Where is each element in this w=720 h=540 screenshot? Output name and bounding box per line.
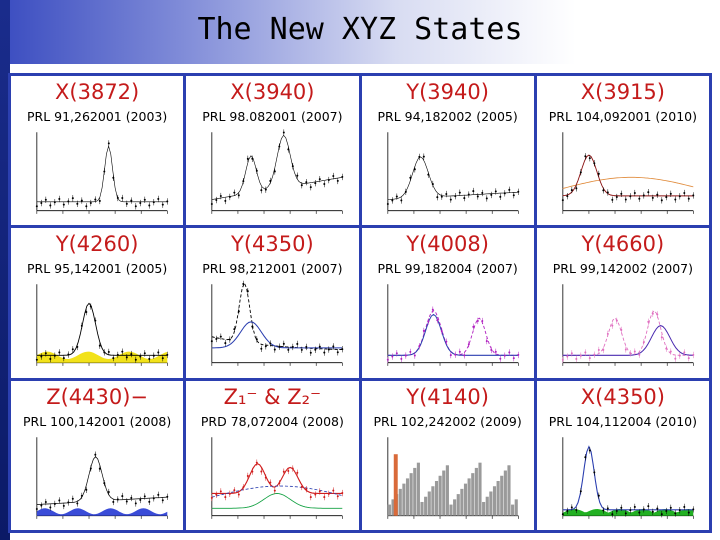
journal-reference: PRL 98.082001 (2007) [202, 109, 343, 124]
plot-thumbnail [561, 284, 695, 367]
journal-reference: PRL 99,142002 (2007) [552, 261, 694, 277]
state-panel: Z(4430)− PRL 100,142001 (2008) [11, 380, 184, 530]
plot-area [374, 433, 522, 526]
state-panel: Y(4008) PRL 99,182004 (2007) [361, 228, 534, 378]
journal-reference: PRL 99,182004 (2007) [377, 261, 518, 277]
plot-area [198, 433, 346, 526]
state-name: Y(3940) [406, 80, 489, 104]
plot-area [198, 280, 346, 373]
plot-thumbnail [386, 284, 519, 367]
plot-thumbnail [211, 129, 344, 214]
plot-thumbnail [561, 132, 695, 214]
plot-thumbnail [211, 436, 344, 519]
plot-area [23, 128, 171, 221]
plot-thumbnail [35, 284, 169, 367]
plot-area [374, 280, 522, 373]
plot-thumbnail [386, 132, 519, 214]
plot-area [549, 280, 697, 373]
state-name: Y(4350) [231, 232, 314, 257]
state-name: Y(4140) [406, 384, 489, 409]
journal-reference: PRL 95,142001 (2005) [26, 261, 168, 277]
journal-reference: PRL 100,142001 (2008) [23, 413, 172, 429]
header-band [0, 0, 720, 64]
plot-area [23, 280, 171, 373]
state-panel: Y(3940) PRL 94,182002 (2005) [361, 76, 534, 226]
state-panel: X(3940) PRL 98.082001 (2007) [186, 76, 359, 226]
plot-area [198, 128, 346, 221]
state-name: Z₁⁻ & Z₂⁻ [223, 384, 322, 409]
plot-thumbnail [211, 281, 344, 367]
plot-thumbnail [561, 436, 695, 519]
state-panel: Y(4660) PRL 99,142002 (2007) [536, 228, 709, 378]
plot-thumbnail [35, 132, 169, 214]
plot-area [374, 128, 522, 221]
state-name: X(3940) [230, 80, 315, 104]
state-name: X(3915) [580, 80, 665, 104]
state-name: X(3872) [55, 80, 140, 104]
journal-reference: PRL 98,212001 (2007) [202, 261, 343, 277]
journal-reference: PRL 104,112004 (2010) [548, 413, 697, 429]
journal-reference: PRL 104,092001 (2010) [548, 109, 697, 124]
plot-area [549, 433, 697, 526]
plot-area [549, 128, 697, 221]
state-panel: Z₁⁻ & Z₂⁻ PRD 78,072004 (2008) [186, 380, 359, 530]
state-name: X(4350) [580, 384, 665, 409]
state-name: Y(4260) [55, 232, 139, 257]
state-name: Y(4660) [581, 232, 665, 257]
state-panel: X(3872) PRL 91,262001 (2003) [11, 76, 184, 226]
state-panel: Y(4350) PRL 98,212001 (2007) [186, 228, 359, 378]
slide-title: The New XYZ States [197, 12, 523, 47]
state-panel: Y(4140) PRL 102,242002 (2009) [361, 380, 534, 530]
journal-reference: PRL 91,262001 (2003) [26, 109, 168, 124]
slide-sidebar [0, 0, 10, 540]
state-name: Y(4008) [406, 232, 489, 257]
journal-reference: PRL 102,242002 (2009) [373, 413, 522, 429]
state-panel: Y(4260) PRL 95,142001 (2005) [11, 228, 184, 378]
journal-reference: PRD 78,072004 (2008) [200, 413, 344, 429]
state-name: Z(4430)− [46, 384, 149, 409]
states-grid: X(3872) PRL 91,262001 (2003) X(3940) PRL 98… [8, 73, 712, 533]
state-panel: X(4350) PRL 104,112004 (2010) [536, 380, 709, 530]
plot-thumbnail [35, 436, 169, 519]
plot-thumbnail [386, 436, 519, 519]
plot-area [23, 433, 171, 526]
state-panel: X(3915) PRL 104,092001 (2010) [536, 76, 709, 226]
journal-reference: PRL 94,182002 (2005) [377, 109, 518, 124]
